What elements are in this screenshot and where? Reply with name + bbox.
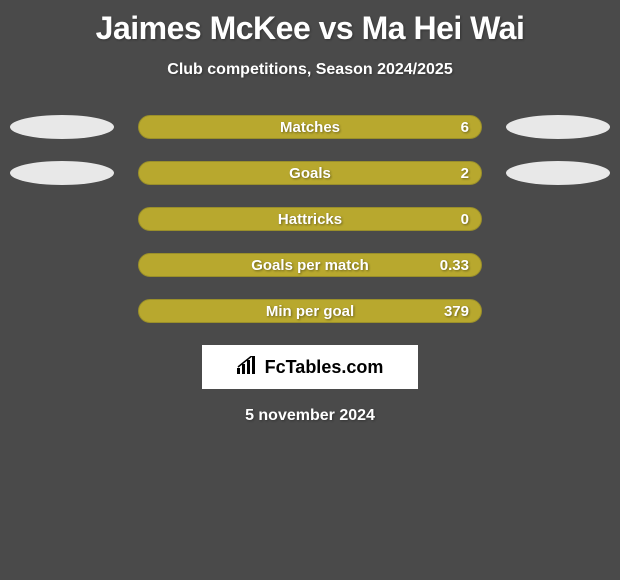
comparison-infographic: Jaimes McKee vs Ma Hei Wai Club competit…: [0, 0, 620, 425]
date-text: 5 november 2024: [0, 407, 620, 425]
stat-row-goals-per-match: Goals per match 0.33: [10, 253, 610, 277]
logo-box: FcTables.com: [202, 345, 418, 389]
stat-row-matches: Matches 6: [10, 115, 610, 139]
player1-marker: [10, 115, 114, 139]
stat-value: 379: [444, 303, 469, 320]
stat-bar: Hattricks 0: [138, 207, 482, 231]
player2-marker: [506, 161, 610, 185]
stat-label: Min per goal: [266, 303, 354, 320]
stat-bar: Goals per match 0.33: [138, 253, 482, 277]
chart-icon: [237, 356, 259, 379]
stat-label: Goals: [289, 165, 331, 182]
stat-row-min-per-goal: Min per goal 379: [10, 299, 610, 323]
player2-marker: [506, 115, 610, 139]
stat-value: 2: [461, 165, 469, 182]
page-title: Jaimes McKee vs Ma Hei Wai: [0, 10, 620, 47]
stat-value: 0: [461, 211, 469, 228]
logo-text: FcTables.com: [265, 357, 384, 378]
subtitle: Club competitions, Season 2024/2025: [0, 61, 620, 79]
stat-value: 0.33: [440, 257, 469, 274]
stat-row-goals: Goals 2: [10, 161, 610, 185]
stat-label: Hattricks: [278, 211, 342, 228]
stat-label: Goals per match: [251, 257, 369, 274]
logo-content: FcTables.com: [237, 356, 384, 379]
stat-bar: Matches 6: [138, 115, 482, 139]
stat-row-hattricks: Hattricks 0: [10, 207, 610, 231]
stat-bar: Min per goal 379: [138, 299, 482, 323]
stats-section: Matches 6 Goals 2 Hattricks 0 Goals: [0, 115, 620, 323]
stat-label: Matches: [280, 119, 340, 136]
stat-bar: Goals 2: [138, 161, 482, 185]
stat-value: 6: [461, 119, 469, 136]
player1-marker: [10, 161, 114, 185]
